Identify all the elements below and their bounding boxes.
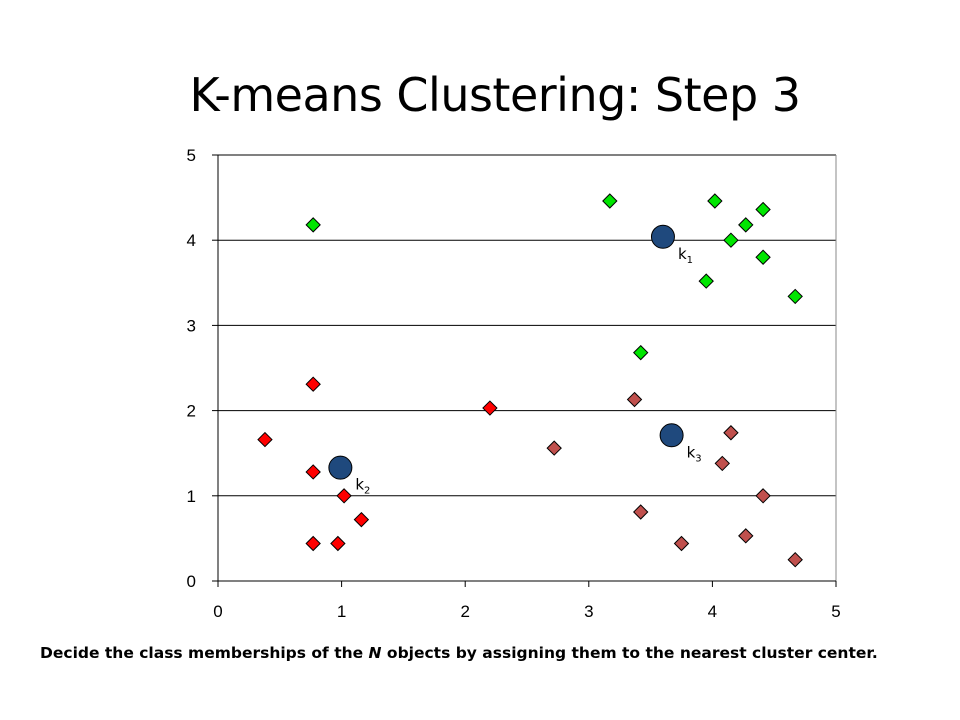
tick-labels: 0 1 2 3 4 5 0 1 2 3 4 5 <box>187 146 841 621</box>
cluster-centers: k1 k2 k3 <box>328 224 702 497</box>
x-tick-label: 0 <box>213 602 222 621</box>
data-point <box>707 193 723 209</box>
data-point <box>353 511 370 528</box>
data-point <box>305 376 321 392</box>
data-point <box>626 391 643 408</box>
slide-title: K-means Clustering: Step 3 <box>189 68 801 122</box>
data-point <box>738 217 754 233</box>
data-points <box>257 193 803 568</box>
data-point <box>755 201 771 218</box>
data-point <box>633 344 649 361</box>
y-tick-label: 2 <box>187 402 196 421</box>
data-point <box>546 440 562 456</box>
data-point <box>714 455 730 472</box>
data-point <box>738 528 754 544</box>
data-point <box>330 535 346 552</box>
cluster-center <box>650 224 675 249</box>
x-tick-label: 2 <box>460 602 469 621</box>
y-tick-label: 5 <box>187 146 196 165</box>
data-point <box>305 464 321 480</box>
data-point <box>305 535 321 552</box>
grid-lines <box>218 154 837 581</box>
data-point <box>787 288 803 305</box>
cluster-center-label: k3 <box>687 443 702 464</box>
y-tick-label: 0 <box>187 572 196 591</box>
cluster-center-label: k1 <box>678 245 693 266</box>
x-tick-label: 4 <box>708 602 717 621</box>
y-tick-label: 1 <box>187 487 196 506</box>
data-point <box>257 431 273 448</box>
x-tick-label: 5 <box>831 602 840 621</box>
y-tick-label: 3 <box>187 316 196 335</box>
caption-text-1: Decide the class memberships of the <box>40 644 369 662</box>
data-point <box>723 232 739 248</box>
data-point <box>698 273 714 289</box>
data-point <box>336 488 352 504</box>
data-point <box>305 217 321 233</box>
x-tick-label: 3 <box>584 602 593 621</box>
x-tick-label: 1 <box>337 602 346 621</box>
cluster-center <box>328 455 353 480</box>
data-point <box>755 249 771 265</box>
cluster-center-label: k2 <box>355 476 370 497</box>
data-point <box>723 425 739 441</box>
caption-text-2: objects by assigning them to the nearest… <box>381 644 878 662</box>
data-point <box>633 504 649 520</box>
data-point <box>755 488 771 504</box>
data-point <box>482 400 498 416</box>
y-tick-label: 4 <box>187 231 196 250</box>
caption-italic-n: N <box>368 644 382 662</box>
data-point <box>787 551 803 568</box>
cluster-center <box>659 423 684 448</box>
data-point <box>673 535 690 552</box>
slide-caption: Decide the class memberships of the N ob… <box>40 640 920 666</box>
axes <box>212 154 837 587</box>
data-point <box>602 193 618 209</box>
